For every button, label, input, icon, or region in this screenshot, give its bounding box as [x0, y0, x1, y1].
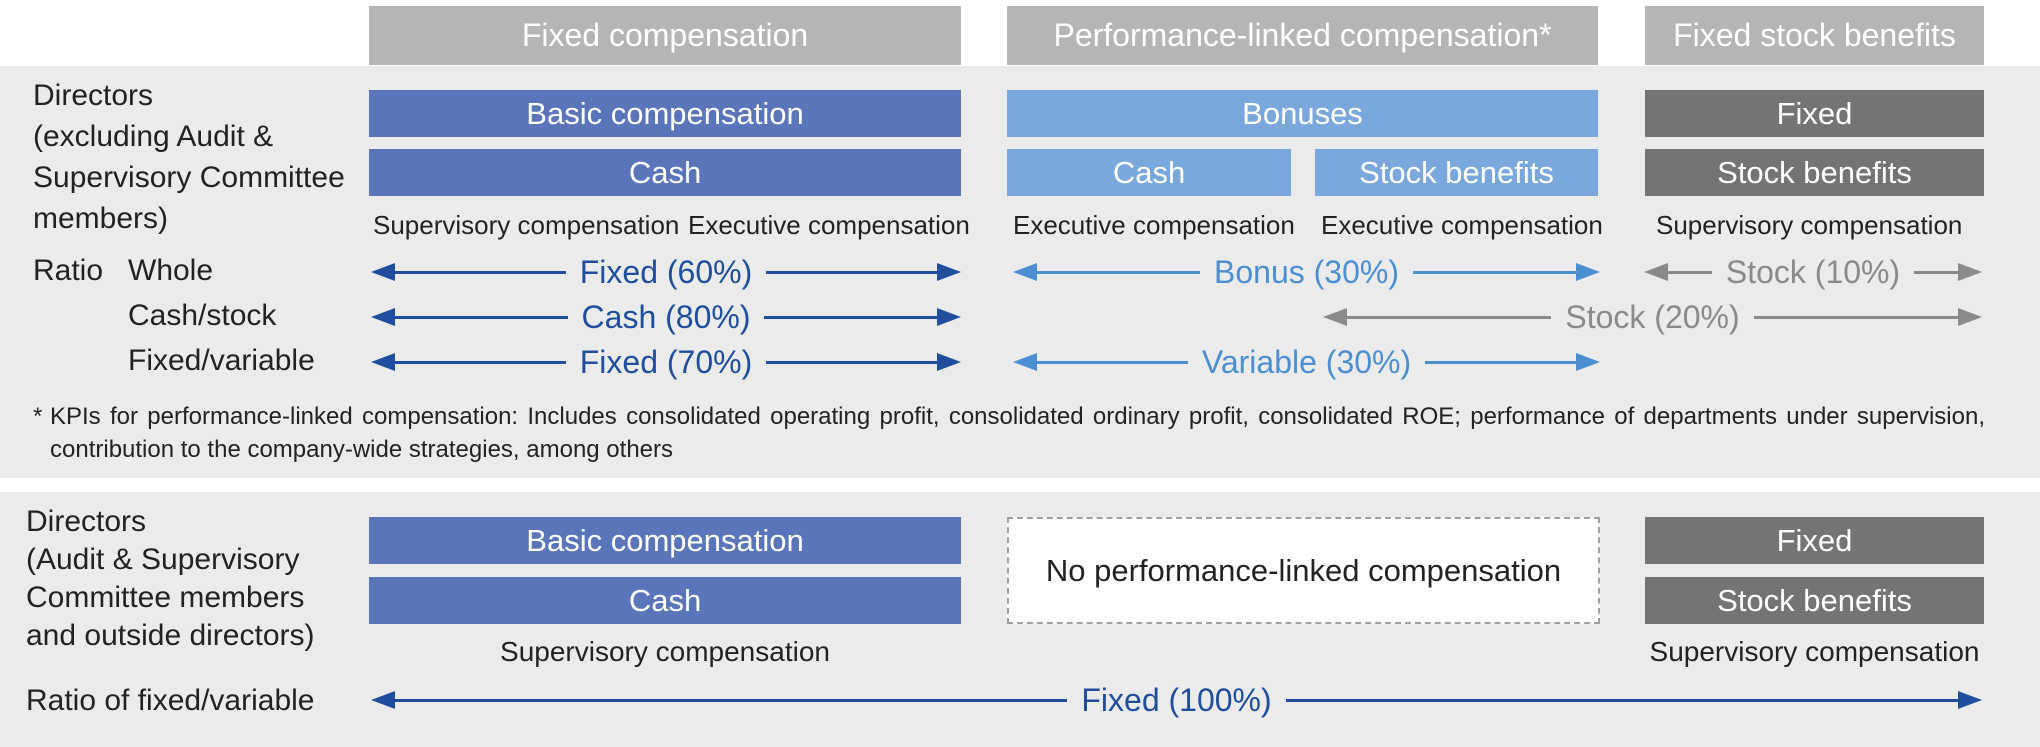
cash-box: Cash [369, 149, 961, 196]
arrowhead-left [371, 263, 395, 281]
arrow-variable-30: Variable (30%) [1013, 344, 1600, 380]
arrow-label-stock-20: Stock (20%) [1565, 298, 1740, 335]
header-fixed-compensation: Fixed compensation [369, 6, 961, 65]
sub-bonus-cash-executive: Executive compensation [1013, 210, 1295, 240]
arrowhead-right [1958, 263, 1982, 281]
arrow-fixed-70: Fixed (70%) [371, 344, 961, 380]
bonus-cash-box: Cash [1007, 149, 1291, 196]
arrow-cash-80: Cash (80%) [371, 298, 962, 335]
arrow-label-variable-30: Variable (30%) [1201, 343, 1412, 380]
s2-sub-supervisory-left: Supervisory compensation [500, 636, 830, 667]
arrow-line [766, 270, 937, 274]
no-performance-linked-box: No performance-linked compensation [1007, 517, 1600, 624]
row-label-fixed-variable: Fixed/variable [128, 344, 315, 377]
fixed-box: Fixed [1645, 90, 1984, 137]
sub-executive-compensation: Executive compensation [688, 210, 970, 240]
arrow-line [1753, 315, 1958, 319]
bonus-stock-benefits-box: Stock benefits [1315, 149, 1598, 196]
arrowhead-left [371, 308, 395, 326]
arrow-label-fixed-70: Fixed (70%) [579, 343, 753, 380]
arrowhead-right [1958, 308, 1982, 326]
s2-stock-benefits-box: Stock benefits [1645, 577, 1984, 624]
arrow-label-cash-80: Cash (80%) [581, 298, 751, 335]
arrow-line [764, 315, 938, 319]
arrow-line [1037, 360, 1188, 364]
arrow-line [1425, 360, 1576, 364]
s2-basic-compensation-box: Basic compensation [369, 517, 961, 564]
arrow-fixed-60: Fixed (60%) [371, 254, 961, 290]
arrowhead-right [1958, 691, 1983, 709]
row-label-whole: Whole [128, 254, 214, 287]
arrow-label-stock-10: Stock (10%) [1725, 253, 1901, 290]
s2-cash-box: Cash [369, 577, 961, 624]
header-performance-compensation: Performance-linked compensation* [1007, 6, 1598, 65]
arrowhead-left [1323, 308, 1347, 326]
arrow-stock-20: Stock (20%) [1323, 299, 1982, 335]
section2-label: Directors (Audit & Supervisory Committee… [26, 505, 315, 652]
sub-bonus-stock-executive: Executive compensation [1321, 210, 1603, 240]
ratio-label: Ratio [33, 254, 104, 287]
s2-sub-supervisory-right: Supervisory compensation [1649, 636, 1980, 667]
arrow-line [395, 315, 568, 319]
arrow-line [1668, 270, 1712, 274]
s2-fixed-box: Fixed [1645, 517, 1984, 564]
stock-benefits-box: Stock benefits [1645, 149, 1984, 196]
arrow-line [1914, 270, 1958, 274]
arrow-line [395, 270, 566, 274]
footnote-text: KPIs for performance-linked compensation… [50, 403, 1985, 463]
basic-compensation-box: Basic compensation [369, 90, 961, 137]
arrow-line [1347, 315, 1552, 319]
arrow-label-fixed-100: Fixed (100%) [1081, 681, 1272, 718]
arrow-stock-10: Stock (10%) [1644, 254, 1982, 290]
arrow-line [1413, 270, 1577, 274]
s2-ratio-label: Ratio of fixed/variable [26, 684, 315, 717]
arrow-bonus-30: Bonus (30%) [1013, 253, 1601, 290]
arrow-label-bonus-30: Bonus (30%) [1214, 253, 1399, 290]
arrowhead-right [937, 263, 961, 281]
arrow-label-fixed-60: Fixed (60%) [579, 253, 753, 290]
arrowhead-right [937, 353, 961, 371]
section1-label: Directors (excluding Audit & Supervisory… [33, 79, 345, 235]
arrow-line [1285, 698, 1959, 702]
arrow-fixed-100: Fixed (100%) [371, 681, 1983, 718]
arrowhead-right [937, 308, 962, 326]
sub-stock-supervisory: Supervisory compensation [1656, 210, 1963, 240]
arrowhead-left [1013, 263, 1037, 281]
arrow-line [1037, 270, 1201, 274]
footnote-mark: * [33, 403, 43, 430]
arrow-line [766, 360, 937, 364]
header-fixed-stock-benefits: Fixed stock benefits [1645, 6, 1984, 65]
arrow-line [395, 360, 566, 364]
row-label-cash-stock: Cash/stock [128, 299, 277, 332]
arrowhead-right [1576, 353, 1600, 371]
bonuses-box: Bonuses [1007, 90, 1598, 137]
sub-supervisory-compensation: Supervisory compensation [373, 210, 680, 240]
arrowhead-left [371, 353, 395, 371]
arrowhead-left [1013, 353, 1037, 371]
arrowhead-right [1576, 263, 1601, 281]
arrow-line [395, 698, 1068, 702]
arrowhead-left [1644, 263, 1668, 281]
arrowhead-left [371, 691, 395, 709]
